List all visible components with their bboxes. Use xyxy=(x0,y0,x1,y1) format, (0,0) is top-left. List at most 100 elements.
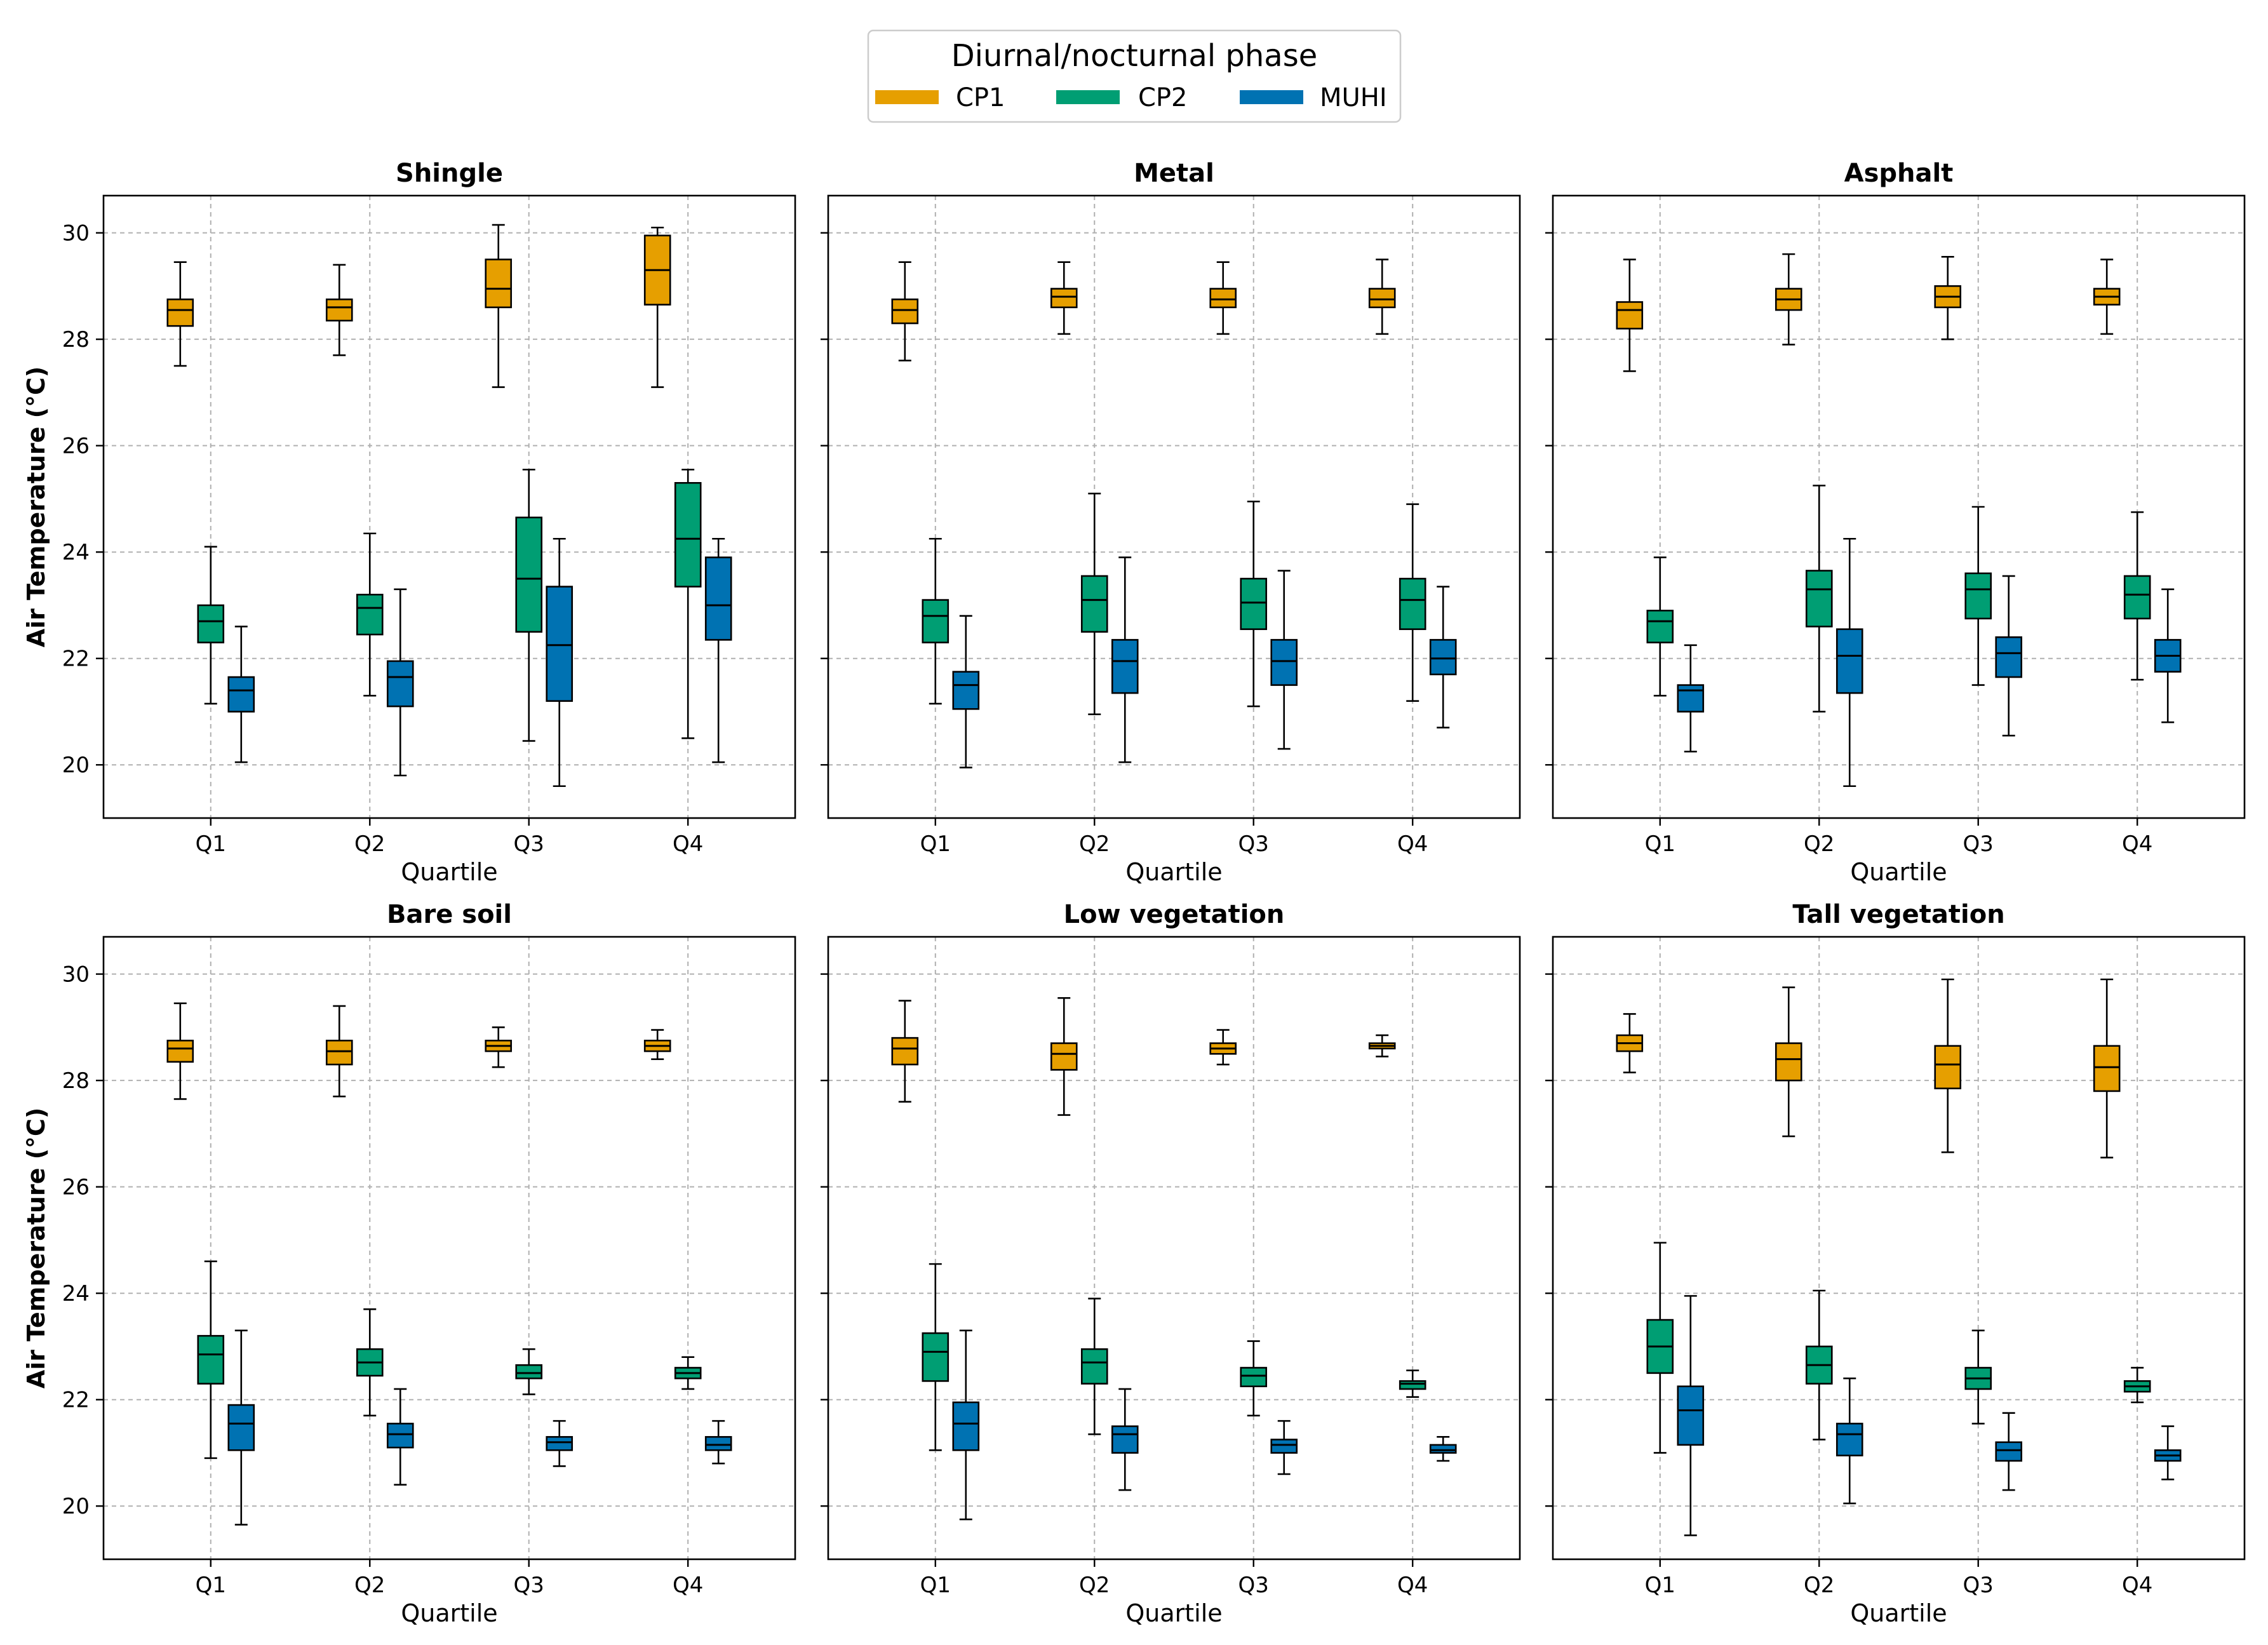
x-tick-label: Q1 xyxy=(196,1573,226,1598)
box-iqr xyxy=(1111,639,1139,694)
y-tick-label: 22 xyxy=(62,647,90,672)
panel-frame xyxy=(827,194,1521,819)
box-cp1-q3 xyxy=(1934,978,1962,1153)
box-iqr xyxy=(1835,628,1863,694)
x-axis-label: Quartile xyxy=(1850,1599,1947,1627)
box-cp1-q2 xyxy=(1050,261,1078,335)
legend: Diurnal/nocturnal phase CP1 CP2 MUHI xyxy=(867,29,1402,123)
box-iqr xyxy=(1805,570,1833,628)
box-muhi-q2 xyxy=(1111,1388,1139,1491)
box-iqr xyxy=(1111,1425,1139,1454)
box-cp2-q2 xyxy=(1080,1298,1108,1435)
box-iqr xyxy=(515,1364,543,1380)
box-cp1-q2 xyxy=(1775,986,1802,1138)
x-tick-label: Q2 xyxy=(1079,1573,1110,1598)
box-cp2-q3 xyxy=(515,1348,543,1395)
x-tick-label: Q2 xyxy=(354,831,385,857)
box-cp1-q3 xyxy=(1209,261,1237,335)
x-axis-label: Quartile xyxy=(1125,1599,1222,1627)
panel-title: Low vegetation xyxy=(1064,900,1285,929)
box-cp1-q4 xyxy=(1368,258,1396,335)
box-iqr xyxy=(922,1332,949,1382)
box-iqr xyxy=(1677,684,1705,713)
box-muhi-q2 xyxy=(386,1388,414,1486)
box-cp2-q4 xyxy=(674,1356,702,1390)
panel-frame xyxy=(1552,194,2246,819)
box-iqr xyxy=(386,660,414,708)
panel-title: Bare soil xyxy=(387,900,512,929)
x-axis-label: Quartile xyxy=(1125,858,1222,886)
box-cp2-q3 xyxy=(1964,1329,1992,1425)
y-tick-label: 26 xyxy=(62,1175,90,1200)
panel-frame xyxy=(827,936,1521,1561)
box-cp1-q1 xyxy=(166,1002,194,1100)
box-cp2-q2 xyxy=(1080,492,1108,715)
x-axis-label: Quartile xyxy=(1850,858,1947,886)
panel-title: Tall vegetation xyxy=(1792,900,2004,929)
box-iqr xyxy=(1368,288,1396,309)
box-cp1-q4 xyxy=(643,226,671,388)
box-iqr xyxy=(325,1040,353,1066)
box-cp2-q3 xyxy=(1240,500,1268,708)
panel-asphalt: Asphalt Q1 Q2 Q3 Q4 Quartile xyxy=(1545,159,2246,886)
x-axis-label: Quartile xyxy=(401,858,497,886)
box-muhi-q2 xyxy=(1111,556,1139,763)
box-muhi-q4 xyxy=(1429,586,1457,728)
box-muhi-q2 xyxy=(1835,1377,1863,1505)
box-iqr xyxy=(197,1334,225,1385)
legend-swatch-muhi xyxy=(1240,90,1303,104)
box-cp1-q4 xyxy=(643,1029,671,1060)
box-iqr xyxy=(1646,610,1674,643)
box-cp1-q2 xyxy=(1775,253,1802,346)
y-tick-label: 22 xyxy=(62,1388,90,1413)
box-cp2-q1 xyxy=(1646,556,1674,697)
box-iqr xyxy=(485,258,513,309)
box-iqr xyxy=(546,586,574,702)
panel-tall-vegetation: Tall vegetation Q1 Q2 Q3 Q4 Quartile xyxy=(1545,900,2246,1627)
legend-label-cp2: CP2 xyxy=(1138,83,1188,112)
y-tick-label: 28 xyxy=(62,1068,90,1094)
y-tick-label: 30 xyxy=(62,962,90,988)
box-cp2-q1 xyxy=(197,1260,225,1460)
box-iqr xyxy=(1934,1045,1962,1090)
panel-shingle: Shingle 20 22 24 26 28 30 Q1 Q2 Q3 Q4 Quartile Air T… xyxy=(22,159,796,886)
box-cp1-q2 xyxy=(325,264,353,356)
box-muhi-q4 xyxy=(704,537,732,763)
box-iqr xyxy=(1399,577,1426,630)
panel-frame xyxy=(1552,936,2246,1561)
box-iqr xyxy=(227,1404,255,1451)
panel-bare-soil: Bare soil 20 22 24 26 28 30 Q1 Q2 Q3 Q4 Quartile Air… xyxy=(22,900,796,1627)
box-cp1-q1 xyxy=(166,261,194,367)
x-tick-label: Q3 xyxy=(1238,831,1269,857)
x-axis-label: Quartile xyxy=(401,1599,497,1627)
box-muhi-q3 xyxy=(546,1420,574,1467)
box-cp1-q1 xyxy=(891,1000,919,1103)
box-muhi-q1 xyxy=(1677,644,1705,753)
legend-swatch-cp1 xyxy=(875,90,939,104)
x-tick-label: Q4 xyxy=(2122,1573,2152,1598)
x-tick-label: Q1 xyxy=(196,831,226,857)
x-tick-label: Q4 xyxy=(2122,831,2152,857)
y-tick-label: 24 xyxy=(62,1281,90,1306)
x-tick-label: Q3 xyxy=(1238,1573,1269,1598)
box-iqr xyxy=(386,1423,414,1449)
box-iqr xyxy=(356,593,384,636)
box-cp2-q4 xyxy=(2123,511,2151,681)
box-muhi-q3 xyxy=(546,537,574,788)
box-muhi-q3 xyxy=(1995,575,2023,737)
box-iqr xyxy=(166,299,194,327)
y-tick-label: 20 xyxy=(62,753,90,778)
box-cp2-q4 xyxy=(2123,1367,2151,1404)
y-axis-label: Air Temperature (°C) xyxy=(22,1108,50,1389)
box-iqr xyxy=(197,604,225,643)
box-cp1-q4 xyxy=(1368,1034,1396,1058)
x-tick-label: Q1 xyxy=(920,1573,951,1598)
panel-title: Shingle xyxy=(396,159,503,188)
box-iqr xyxy=(1399,1380,1426,1390)
box-iqr xyxy=(1270,639,1298,686)
panel-frame xyxy=(102,936,796,1561)
x-tick-label: Q3 xyxy=(1963,1573,1994,1598)
box-muhi-q3 xyxy=(1270,570,1298,750)
legend-label-muhi: MUHI xyxy=(1320,83,1387,112)
box-iqr xyxy=(922,599,949,643)
